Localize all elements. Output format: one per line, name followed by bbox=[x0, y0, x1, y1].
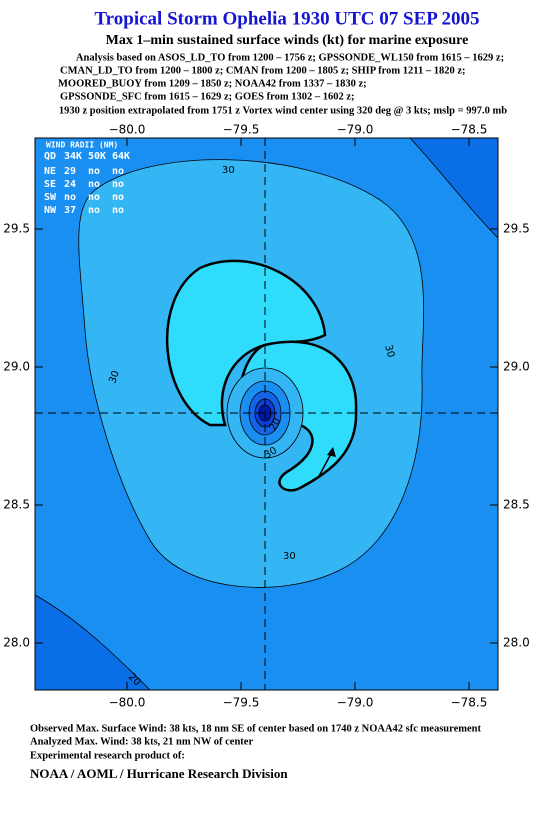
wind-field: 30 30 30 20 30 30 20 bbox=[35, 138, 498, 690]
y-tick-label: 28.5 bbox=[503, 498, 530, 512]
axes: −80.0 −80.0 −79.5 −79.5 −79.0 −79.0 −78.5 −78.5… bbox=[3, 123, 529, 710]
y-tick-label: 29.0 bbox=[503, 360, 530, 374]
radii-cell: no bbox=[112, 166, 124, 177]
info-line: CMAN_LD_TO from 1200 – 1800 z; CMAN from… bbox=[60, 65, 465, 76]
contour-34 bbox=[165, 259, 327, 427]
radii-cell: no bbox=[88, 179, 100, 190]
radii-header: 64K bbox=[112, 151, 130, 162]
contour-label: 30 bbox=[107, 369, 122, 385]
wind-radii-table: WIND RADII (NM)QD 34K 50K 64K NE 29 no no SE 24 no… bbox=[44, 141, 130, 217]
radii-cell: SW bbox=[44, 192, 57, 203]
x-tick-label: −78.5 bbox=[451, 696, 488, 710]
radii-cell: NW bbox=[44, 205, 57, 216]
y-tick-label: 29.5 bbox=[3, 222, 30, 236]
x-tick-label: −80.0 bbox=[109, 696, 146, 710]
radii-cell: NE bbox=[44, 166, 56, 177]
y-tick-label: 29.0 bbox=[3, 360, 30, 374]
radii-header: 34K bbox=[64, 151, 82, 162]
x-tick-label: −78.5 bbox=[451, 123, 488, 137]
contour-label: 30 bbox=[222, 165, 235, 176]
info-line: MOORED_BUOY from 1209 – 1850 z; NOAA42 f… bbox=[58, 78, 367, 89]
radii-cell: no bbox=[112, 205, 124, 216]
x-tick-label: −79.0 bbox=[337, 123, 374, 137]
footer-line: Observed Max. Surface Wind: 38 kts, 18 n… bbox=[30, 723, 482, 734]
title: Tropical Storm Ophelia 1930 UTC 07 SEP 2… bbox=[94, 8, 479, 29]
motion-arrowhead bbox=[327, 447, 336, 457]
radii-cell: 37 bbox=[64, 205, 76, 216]
info-line: GPSSONDE_SFC from 1615 – 1629 z; GOES fr… bbox=[60, 91, 354, 102]
radii-cell: no bbox=[112, 192, 124, 203]
footer-line: Experimental research product of: bbox=[30, 750, 185, 761]
y-tick-label: 28.0 bbox=[3, 636, 30, 650]
radii-cell: 24 bbox=[64, 179, 76, 190]
radii-cell: 29 bbox=[64, 166, 76, 177]
y-tick-label: 29.5 bbox=[503, 222, 530, 236]
x-tick-label: −79.5 bbox=[223, 123, 260, 137]
y-tick-label: 28.0 bbox=[503, 636, 530, 650]
radii-header: 50K bbox=[88, 151, 106, 162]
contour-label: 30 bbox=[382, 344, 396, 359]
contour-label: 30 bbox=[283, 551, 296, 562]
info-line: 1930 z position extrapolated from 1751 z… bbox=[59, 105, 507, 116]
radii-title: WIND RADII (NM) bbox=[46, 141, 118, 150]
radii-cell: no bbox=[88, 192, 100, 203]
x-tick-label: −79.5 bbox=[223, 696, 260, 710]
radii-cell: no bbox=[88, 166, 100, 177]
radii-cell: no bbox=[88, 205, 100, 216]
subtitle: Max 1–min sustained surface winds (kt) f… bbox=[106, 33, 469, 48]
x-tick-label: −80.0 bbox=[109, 123, 146, 137]
radii-cell: no bbox=[112, 179, 124, 190]
info-line: Analysis based on ASOS_LD_TO from 1200 –… bbox=[76, 52, 504, 63]
organization: NOAA / AOML / Hurricane Research Divisio… bbox=[30, 766, 288, 781]
y-tick-label: 28.5 bbox=[3, 498, 30, 512]
radii-cell: SE bbox=[44, 179, 56, 190]
radii-cell: no bbox=[64, 192, 76, 203]
map-frame bbox=[34, 137, 499, 691]
radii-header: QD bbox=[44, 151, 56, 162]
x-tick-label: −79.0 bbox=[337, 696, 374, 710]
footer-line: Analyzed Max. Wind: 38 kts, 21 nm NW of … bbox=[30, 736, 253, 747]
